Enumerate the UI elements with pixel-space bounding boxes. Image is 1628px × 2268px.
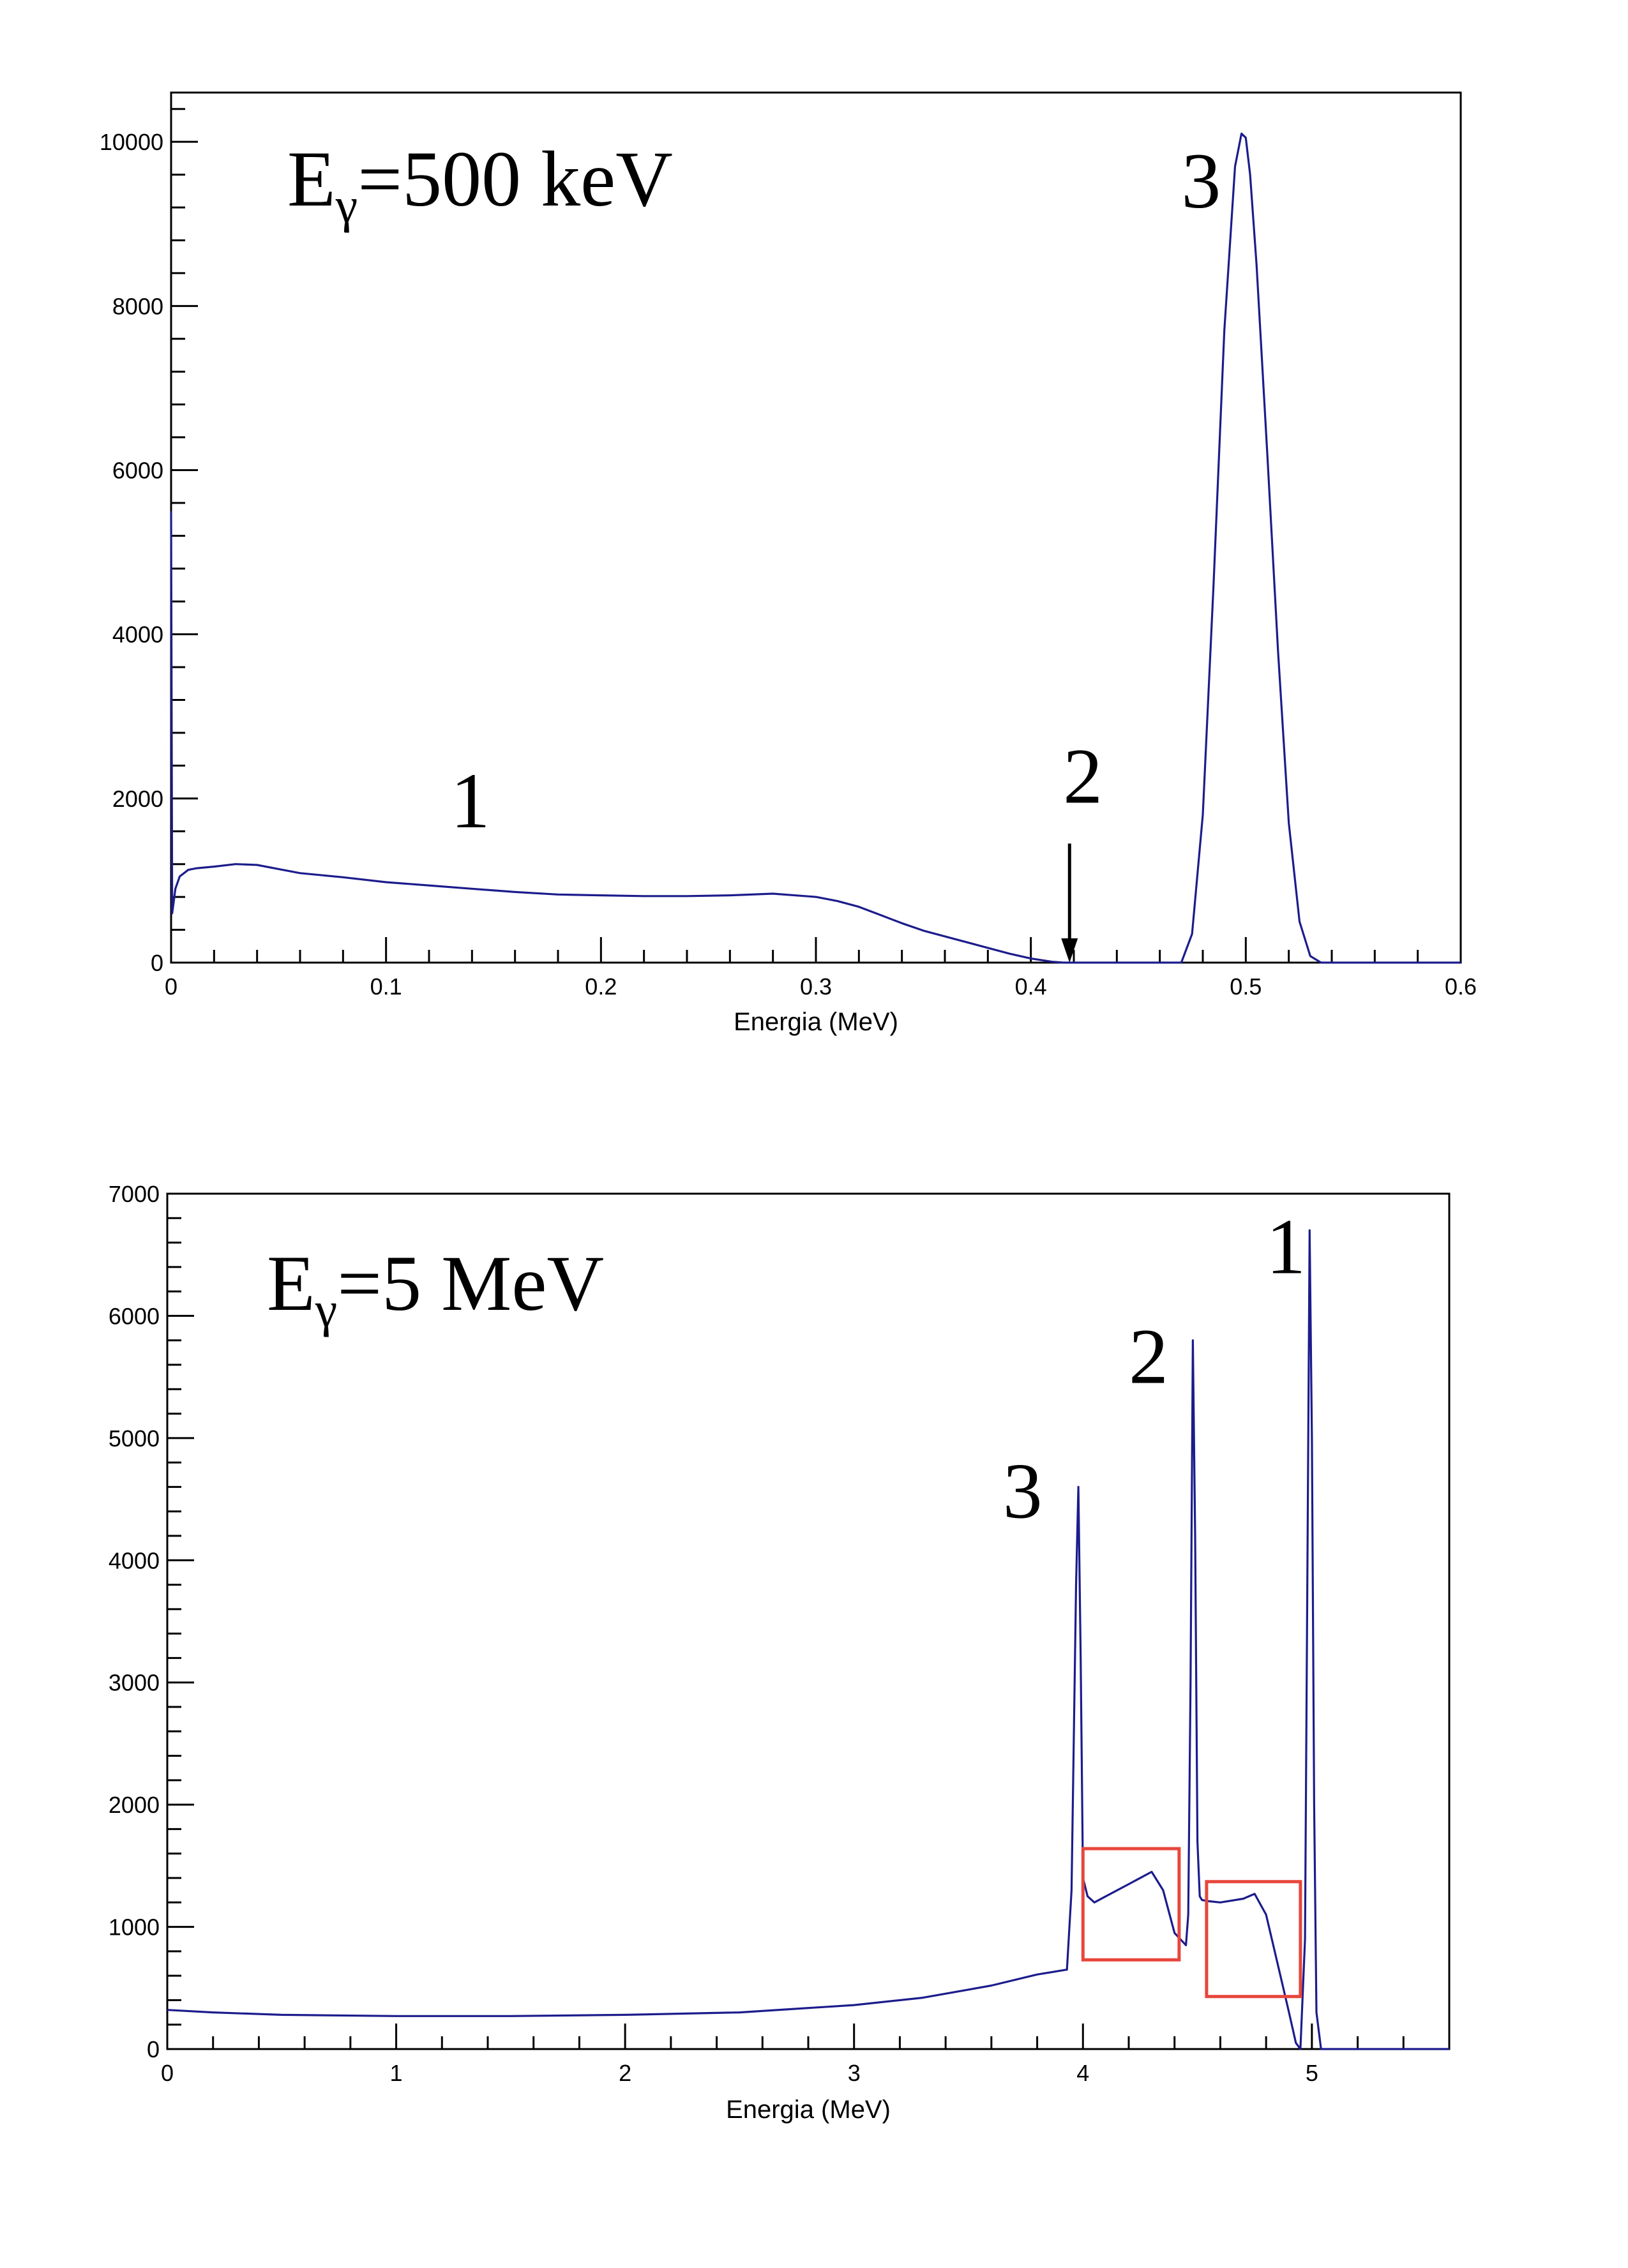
x-tick-label: 0.4 (1015, 973, 1047, 1000)
y-tick-label: 4000 (112, 622, 163, 648)
x-tick-label: 0 (161, 2060, 174, 2086)
y-tick-label: 5000 (109, 1425, 160, 1452)
x-tick-label: 1 (390, 2060, 403, 2086)
panel-title: Eγ=5 MeV (267, 1240, 604, 1337)
panel-title-rest: =500 keV (358, 135, 673, 223)
y-tick-label: 8000 (112, 293, 163, 319)
x-tick-label: 0.1 (370, 973, 402, 1000)
peak-label: 1 (451, 757, 490, 845)
y-tick-label: 2000 (112, 786, 163, 812)
x-tick-label: 0.2 (585, 973, 617, 1000)
y-tick-label: 3000 (109, 1670, 160, 1696)
x-axis-title: Energia (MeV) (726, 2096, 891, 2124)
x-axis-title: Energia (MeV) (734, 1008, 898, 1036)
y-tick-label: 10000 (100, 129, 163, 155)
x-tick-label: 3 (848, 2060, 861, 2086)
x-tick-label: 0 (165, 973, 177, 1000)
peak-label: 2 (1129, 1313, 1168, 1401)
panel-title: Eγ=500 keV (287, 135, 673, 233)
panel-title-main: E (287, 135, 336, 223)
panel-title-rest: =5 MeV (337, 1240, 604, 1327)
panel-title-main: E (267, 1240, 315, 1327)
panel-title-subscript: γ (335, 177, 358, 233)
chart-panel-500kev: 0 0.1 0.2 0.3 0.4 0.5 0.6 0 2000 4000 6000 8000 1000… (100, 91, 1477, 1036)
chart-panel-5mev: 0 1 2 3 4 501000200030004000500060007000Energ… (109, 1181, 1451, 2124)
arrow-head-icon (1061, 938, 1078, 963)
highlight-box (1205, 1880, 1302, 1999)
x-tick-label: 0.3 (800, 973, 832, 1000)
plot-frame (170, 91, 1462, 964)
y-tick-label: 2000 (109, 1792, 160, 1818)
x-tick-label: 0.5 (1230, 973, 1262, 1000)
peak-label: 2 (1063, 732, 1103, 820)
y-tick-label: 4000 (109, 1547, 160, 1573)
y-tick-label: 0 (151, 950, 163, 976)
panel-title-subscript: γ (315, 1282, 337, 1337)
x-tick-label: 2 (619, 2060, 631, 2086)
peak-label: 3 (1003, 1447, 1043, 1535)
x-tick-label: 5 (1306, 2060, 1318, 2086)
y-tick-label: 6000 (112, 457, 163, 483)
y-tick-label: 0 (147, 2036, 160, 2062)
x-tick-label: 0.6 (1445, 973, 1477, 1000)
peak-label: 3 (1181, 137, 1221, 225)
spectrum-series-line (167, 1229, 1449, 2050)
x-tick-label: 4 (1076, 2060, 1089, 2086)
spectrum-series-line (170, 132, 1461, 964)
y-tick-label: 7000 (109, 1181, 160, 1207)
y-tick-label: 6000 (109, 1303, 160, 1329)
y-tick-label: 1000 (109, 1914, 160, 1941)
highlight-box (1081, 1847, 1181, 1962)
peak-label: 1 (1266, 1203, 1306, 1290)
